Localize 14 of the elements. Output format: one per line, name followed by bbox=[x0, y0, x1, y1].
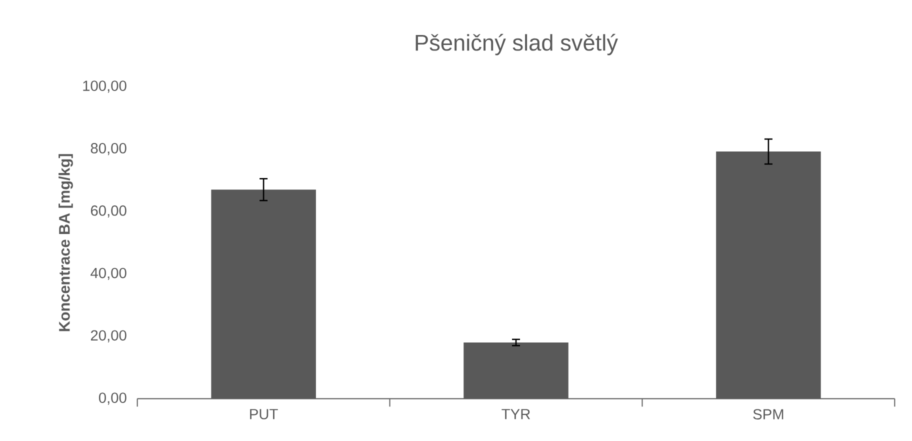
y-tick-label: 80,00 bbox=[90, 142, 126, 155]
bar bbox=[716, 151, 821, 399]
x-tick-label: TYR bbox=[502, 408, 530, 419]
y-tick-label: 60,00 bbox=[90, 205, 126, 218]
bar bbox=[211, 189, 316, 399]
x-tick-label: SPM bbox=[753, 408, 784, 420]
y-tick-label: 0,00 bbox=[98, 392, 126, 405]
y-tick-label: 20,00 bbox=[90, 330, 126, 342]
y-axis-title: Koncentrace BA [mg/kg] bbox=[58, 154, 73, 331]
bar bbox=[464, 342, 568, 399]
x-tick-label: PUT bbox=[250, 408, 278, 420]
chart-title: Pšeničný slad světlý bbox=[416, 34, 618, 56]
y-tick-label: 100,00 bbox=[83, 80, 126, 93]
y-tick-label: 40,00 bbox=[90, 268, 126, 280]
